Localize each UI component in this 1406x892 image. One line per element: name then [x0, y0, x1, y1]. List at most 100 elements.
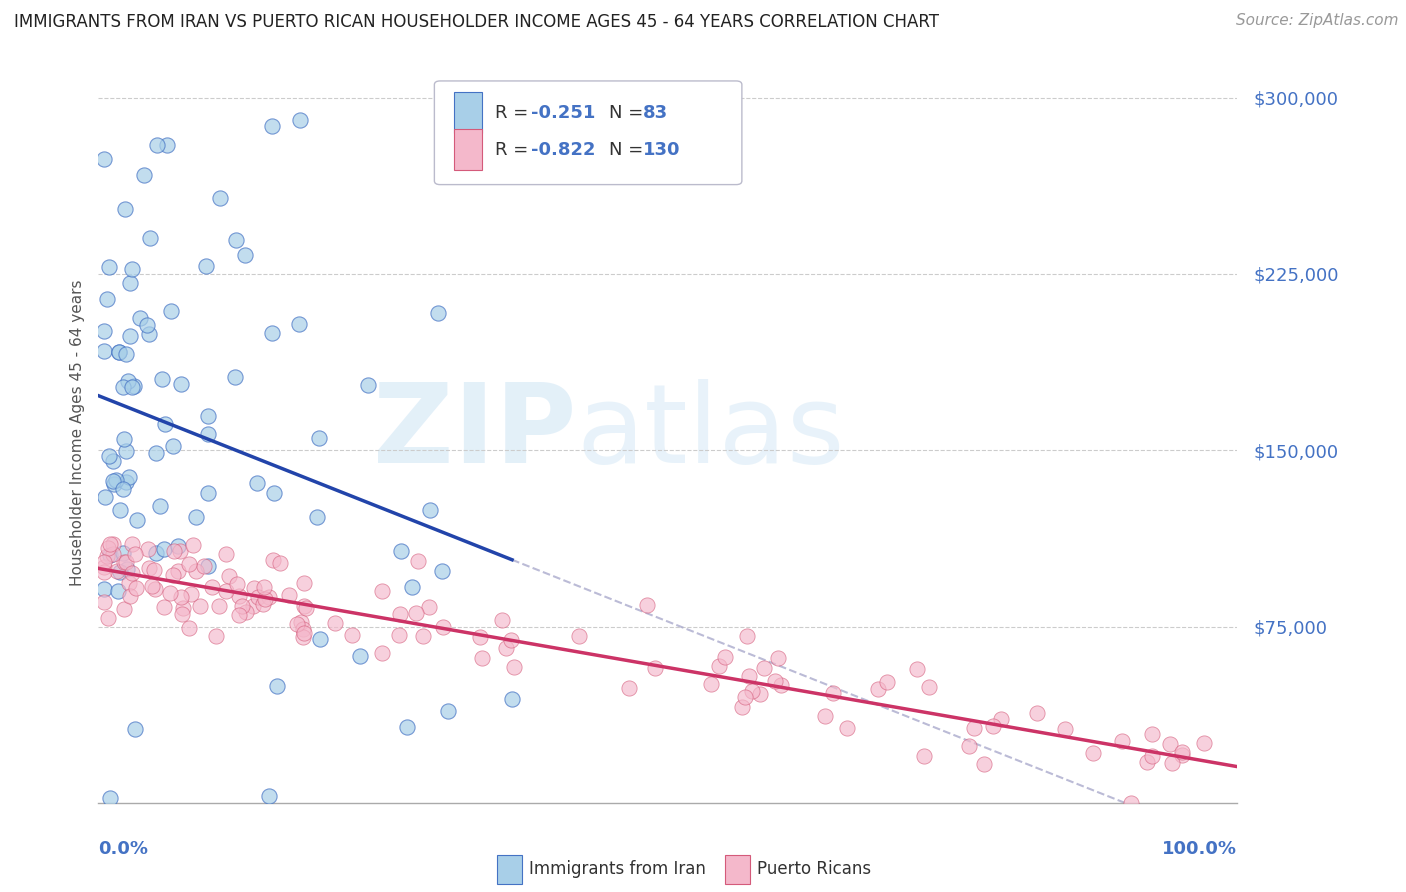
Point: [309, 632, 332, 646]
Point: [973, 757, 995, 772]
Point: [963, 721, 986, 735]
Point: [146, 138, 169, 153]
Point: [260, 326, 283, 341]
Point: [738, 669, 761, 683]
Text: 0.0%: 0.0%: [98, 840, 149, 858]
Text: 100.0%: 100.0%: [1163, 840, 1237, 858]
Point: [1159, 737, 1181, 751]
Point: [876, 674, 898, 689]
Point: [636, 598, 658, 612]
Point: [125, 581, 148, 595]
FancyBboxPatch shape: [434, 81, 742, 185]
Point: [197, 409, 219, 423]
Text: Immigrants from Iran: Immigrants from Iran: [529, 861, 706, 879]
Point: [93, 595, 115, 609]
Point: [138, 561, 160, 575]
Point: [93, 324, 115, 338]
Point: [262, 552, 284, 566]
Point: [253, 580, 276, 594]
Point: [141, 579, 163, 593]
Text: ZIP: ZIP: [374, 379, 576, 486]
Point: [181, 538, 204, 552]
Point: [731, 700, 754, 714]
Point: [93, 343, 115, 358]
Point: [111, 546, 134, 560]
Point: [1026, 706, 1049, 721]
Point: [139, 231, 162, 245]
Point: [112, 482, 135, 496]
Point: [118, 575, 141, 590]
Point: [242, 599, 264, 614]
Point: [290, 112, 312, 127]
Point: [246, 475, 269, 490]
Point: [115, 562, 138, 576]
Point: [700, 677, 723, 691]
Text: Puerto Ricans: Puerto Ricans: [756, 861, 870, 879]
Point: [162, 439, 184, 453]
Point: [748, 687, 770, 701]
Point: [215, 547, 238, 561]
Point: [644, 660, 666, 674]
Point: [101, 537, 124, 551]
Point: [292, 622, 315, 636]
Point: [1171, 748, 1194, 763]
Point: [93, 582, 115, 596]
Point: [233, 248, 256, 262]
Point: [243, 581, 266, 595]
Point: [127, 514, 149, 528]
Point: [1140, 726, 1163, 740]
Point: [124, 722, 146, 736]
Point: [110, 503, 132, 517]
Point: [432, 620, 454, 634]
Point: [305, 510, 328, 524]
Point: [143, 582, 166, 597]
Point: [419, 503, 441, 517]
Point: [112, 555, 135, 569]
Point: [129, 311, 152, 326]
Point: [108, 565, 131, 579]
Point: [401, 580, 423, 594]
Point: [218, 569, 240, 583]
Point: [162, 567, 184, 582]
Point: [983, 719, 1005, 733]
Point: [159, 585, 181, 599]
Point: [105, 564, 128, 578]
Text: IMMIGRANTS FROM IRAN VS PUERTO RICAN HOUSEHOLDER INCOME AGES 45 - 64 YEARS CORRE: IMMIGRANTS FROM IRAN VS PUERTO RICAN HOU…: [14, 13, 939, 31]
Point: [499, 632, 522, 647]
Point: [101, 474, 124, 488]
Text: N =: N =: [609, 141, 648, 159]
Point: [495, 640, 517, 655]
Point: [177, 621, 200, 635]
Point: [177, 558, 200, 572]
Point: [262, 120, 284, 134]
Point: [290, 615, 312, 630]
Point: [295, 601, 318, 615]
Point: [388, 628, 411, 642]
Point: [156, 137, 179, 152]
Point: [136, 318, 159, 333]
Point: [143, 563, 166, 577]
Text: -0.822: -0.822: [531, 141, 596, 159]
Point: [97, 611, 120, 625]
Point: [98, 791, 121, 805]
Point: [437, 705, 460, 719]
Point: [209, 191, 232, 205]
Text: N =: N =: [609, 103, 648, 122]
Point: [1160, 756, 1182, 771]
Point: [1192, 736, 1215, 750]
Point: [169, 543, 191, 558]
Point: [225, 577, 247, 591]
Point: [101, 454, 124, 468]
Text: Source: ZipAtlas.com: Source: ZipAtlas.com: [1236, 13, 1399, 29]
Point: [406, 554, 429, 568]
Point: [235, 605, 257, 619]
Point: [918, 680, 941, 694]
Point: [1142, 749, 1164, 764]
Point: [418, 599, 440, 614]
Point: [188, 599, 211, 613]
Point: [266, 680, 288, 694]
Point: [468, 630, 491, 644]
Point: [1121, 796, 1143, 810]
Point: [231, 599, 253, 613]
Point: [752, 661, 775, 675]
